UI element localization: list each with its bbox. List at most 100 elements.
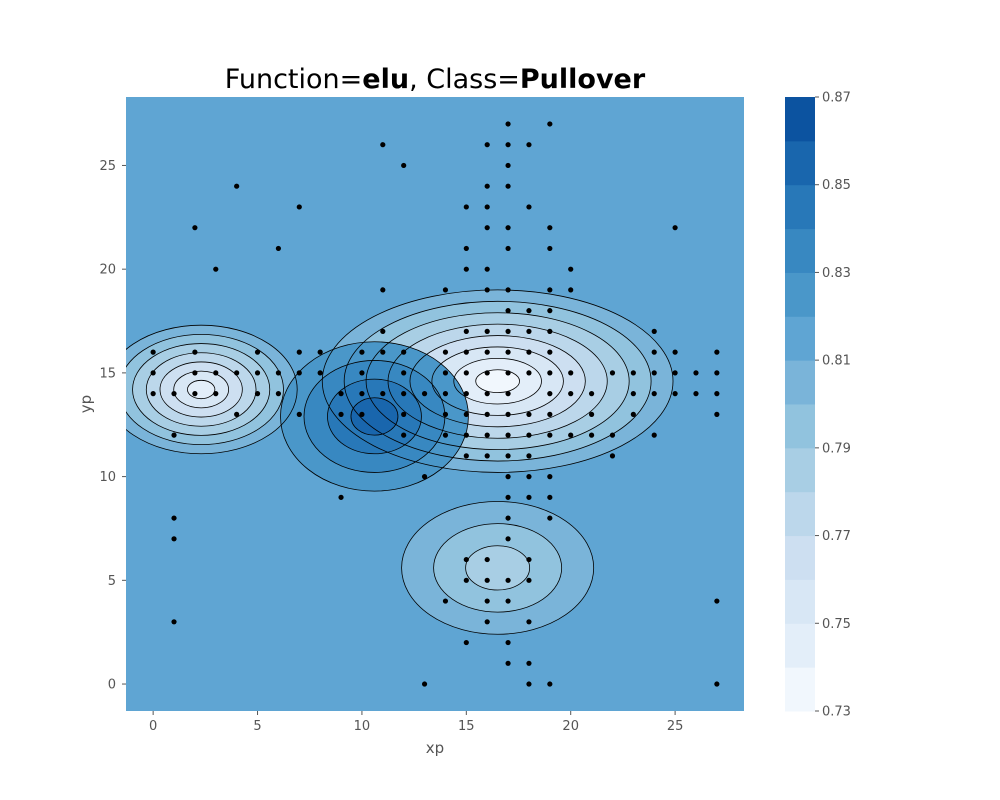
data-point — [526, 328, 532, 334]
data-point — [505, 349, 511, 355]
contour-line — [409, 335, 586, 428]
data-point — [338, 494, 344, 500]
colorbar-tick-label: 0.83 — [822, 266, 851, 281]
data-point — [505, 515, 511, 521]
data-point — [484, 577, 490, 583]
data-point — [421, 391, 428, 397]
data-point — [505, 370, 511, 376]
plot-area — [126, 97, 744, 711]
data-point — [442, 411, 449, 417]
data-point — [526, 681, 532, 687]
data-point — [150, 370, 156, 376]
data-point — [505, 577, 511, 583]
colorbar-segment — [785, 447, 815, 493]
data-point — [401, 162, 407, 169]
colorbar-tick-label: 0.87 — [822, 91, 851, 106]
x-tick-label: 20 — [562, 719, 579, 734]
data-point — [547, 411, 553, 417]
contour-line — [321, 289, 674, 473]
data-point — [505, 225, 511, 231]
contour-line — [187, 379, 216, 400]
data-point — [192, 370, 198, 376]
data-point — [463, 349, 469, 355]
x-tick-label: 0 — [149, 719, 157, 734]
data-point — [463, 432, 469, 438]
data-point — [442, 391, 449, 397]
data-point — [421, 474, 428, 480]
data-point — [547, 681, 553, 687]
colorbar: 0.73 0.75 0.77 0.79 0.81 0.83 0.85 0.87 — [785, 91, 851, 720]
data-point — [630, 370, 636, 376]
data-point — [317, 370, 323, 376]
data-point — [213, 370, 219, 376]
data-point — [484, 619, 490, 625]
contour-line — [401, 501, 595, 635]
data-point — [714, 349, 720, 355]
data-point — [547, 225, 553, 231]
data-point — [192, 225, 198, 231]
data-point — [234, 411, 240, 417]
contour-line — [475, 369, 520, 393]
data-point — [234, 370, 240, 376]
y-tick-label: 0 — [108, 678, 116, 693]
data-point — [547, 308, 553, 314]
data-point — [359, 411, 365, 417]
data-point — [526, 204, 532, 210]
colorbar-tick-label: 0.81 — [822, 354, 851, 369]
data-point — [526, 453, 532, 459]
data-point — [192, 349, 198, 355]
data-point — [547, 245, 553, 252]
data-point — [380, 391, 386, 397]
y-tick-label: 20 — [99, 263, 116, 278]
data-point — [505, 660, 511, 666]
data-point — [338, 411, 344, 417]
data-point — [463, 266, 469, 272]
x-tick-label: 5 — [253, 719, 261, 734]
contour-line — [343, 300, 652, 462]
data-point — [547, 474, 553, 480]
data-point — [401, 411, 407, 417]
data-point — [484, 287, 490, 293]
data-point — [296, 204, 302, 210]
data-point — [463, 556, 469, 563]
data-point — [505, 287, 511, 293]
title-function: elu — [362, 64, 409, 95]
data-point — [526, 660, 532, 666]
data-point — [150, 349, 156, 355]
data-point — [484, 598, 490, 604]
colorbar-segment — [785, 140, 815, 186]
data-point — [171, 391, 177, 397]
data-point — [547, 494, 553, 500]
data-point — [547, 515, 553, 521]
data-point — [463, 204, 469, 210]
data-point — [505, 639, 511, 646]
data-point — [401, 370, 407, 376]
data-point — [505, 598, 511, 604]
x-tick-label: 10 — [354, 719, 371, 734]
contour-line — [145, 352, 257, 427]
data-point — [213, 391, 219, 397]
data-point — [484, 349, 490, 355]
data-point — [609, 370, 616, 376]
data-point — [505, 474, 511, 480]
data-point — [192, 391, 198, 397]
data-point — [150, 391, 156, 397]
data-point — [547, 370, 553, 376]
data-point — [651, 432, 657, 438]
data-point — [484, 370, 490, 376]
data-point — [609, 453, 616, 459]
data-point — [526, 349, 532, 355]
data-point — [588, 391, 595, 397]
title-separator: , Class= — [409, 64, 520, 95]
data-point — [630, 391, 636, 397]
data-point — [401, 432, 407, 438]
colorbar-segment — [785, 228, 815, 273]
contour-band — [465, 545, 530, 590]
data-point — [568, 287, 574, 293]
data-point — [609, 432, 616, 438]
data-point — [296, 411, 302, 417]
data-point — [526, 494, 532, 500]
data-point — [505, 536, 511, 542]
contour-line — [280, 341, 469, 492]
data-point — [714, 370, 720, 376]
